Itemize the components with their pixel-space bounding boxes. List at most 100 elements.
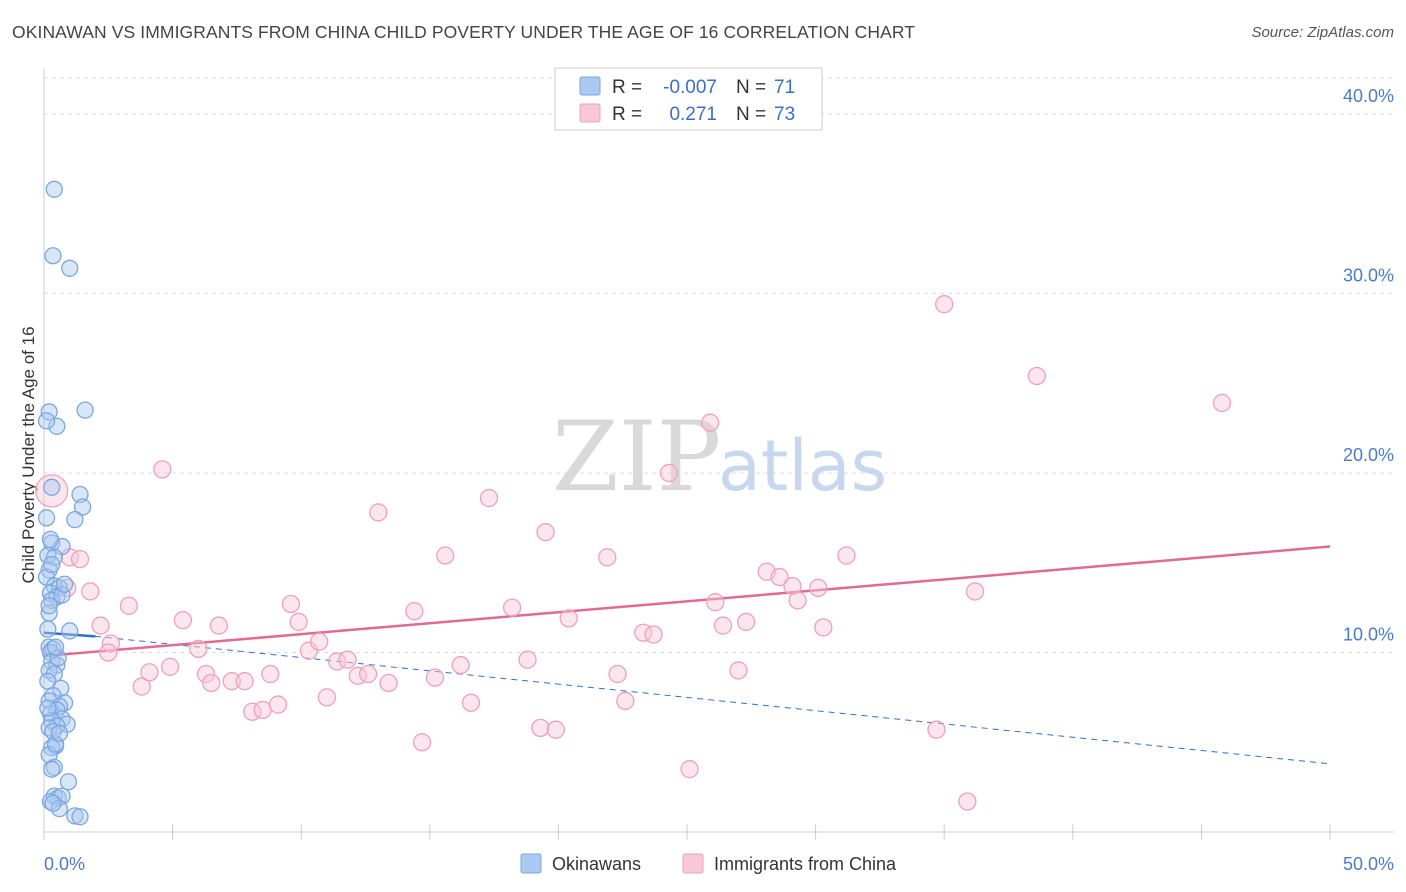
point-china-10 xyxy=(140,663,159,682)
point-china-15 xyxy=(196,664,216,684)
point-okinawan-61 xyxy=(39,699,57,717)
point-china-35 xyxy=(405,602,424,621)
point-okinawan-56 xyxy=(41,792,60,811)
point-okinawan-9 xyxy=(73,498,92,516)
legend-r-value-china: 0.271 xyxy=(669,104,717,125)
point-china-25 xyxy=(289,612,308,632)
point-okinawan-2 xyxy=(61,259,79,277)
point-china-21 xyxy=(253,700,272,720)
point-china-38 xyxy=(436,546,455,565)
grid-lines xyxy=(44,77,1394,653)
y-tick-label-10: 10.0% xyxy=(1343,624,1394,644)
y-tick-label-40: 40.0% xyxy=(1343,86,1394,106)
point-china-13 xyxy=(173,611,193,630)
point-china-72 xyxy=(1212,393,1232,413)
legend-r-label-okinawan: R = xyxy=(612,77,642,98)
point-china-27 xyxy=(310,632,329,651)
trend-lines xyxy=(43,545,1331,765)
point-china-37 xyxy=(425,668,445,687)
y-axis-label: Child Poverty Under the Age of 16 xyxy=(19,326,38,583)
point-china-40 xyxy=(461,693,481,712)
point-china-4 xyxy=(81,582,100,601)
point-china-59 xyxy=(737,612,756,632)
point-china-32 xyxy=(358,664,378,684)
point-china-67 xyxy=(927,720,946,739)
point-okinawan-8 xyxy=(71,485,89,504)
point-china-39 xyxy=(451,655,470,675)
point-china-18 xyxy=(222,672,241,691)
legend-n-label-okinawan: N = xyxy=(736,77,766,98)
point-okinawan-65 xyxy=(53,586,71,604)
point-okinawan-64 xyxy=(43,555,61,574)
point-china-70 xyxy=(965,582,985,601)
point-china-58 xyxy=(729,661,748,680)
point-china-30 xyxy=(338,650,357,669)
point-china-61 xyxy=(770,567,789,587)
point-okinawan-6 xyxy=(37,412,56,430)
point-china-49 xyxy=(608,664,627,684)
point-okinawan-52 xyxy=(59,773,78,791)
point-china-9 xyxy=(132,677,151,696)
point-china-55 xyxy=(700,413,720,432)
point-china-62 xyxy=(783,576,802,596)
point-china-23 xyxy=(268,695,288,714)
point-china-46 xyxy=(546,720,565,739)
legend-swatch-china xyxy=(579,103,601,123)
chart-title: OKINAWAN VS IMMIGRANTS FROM CHINA CHILD … xyxy=(12,22,916,42)
point-china-22 xyxy=(261,664,280,684)
point-okinawan-25 xyxy=(39,620,57,638)
point-china-43 xyxy=(518,650,537,669)
point-okinawan-58 xyxy=(66,807,84,825)
point-china-5 xyxy=(91,616,110,635)
point-okinawan-60 xyxy=(46,735,65,753)
bottom-legend-label-okinawan: Okinawans xyxy=(552,854,641,874)
point-china-34 xyxy=(379,673,398,693)
point-china-66 xyxy=(837,546,856,565)
point-okinawan-4 xyxy=(48,417,66,435)
y-axis-tick-labels: 10.0% 20.0% 30.0% 40.0% xyxy=(1343,86,1394,645)
watermark-atlas: atlas xyxy=(718,425,887,507)
x-axis-tick-marks xyxy=(43,824,1331,840)
point-china-36 xyxy=(412,733,432,752)
trend-china xyxy=(43,545,1331,658)
point-china-17 xyxy=(209,616,229,635)
series-china-points xyxy=(35,295,1232,811)
point-okinawan-69 xyxy=(55,575,74,593)
point-china-47 xyxy=(559,609,578,628)
point-china-14 xyxy=(189,639,208,659)
point-china-12 xyxy=(160,657,180,676)
legend-r-value-okinawan: -0.007 xyxy=(663,77,717,98)
point-china-71 xyxy=(1027,366,1046,386)
chart-source: Source: ZipAtlas.com xyxy=(1251,24,1394,41)
legend-swatch-okinawan xyxy=(579,76,601,96)
point-okinawan-0 xyxy=(45,180,63,198)
point-okinawan-7 xyxy=(43,478,61,496)
point-china-53 xyxy=(659,463,679,483)
point-okinawan-70 xyxy=(41,530,60,549)
point-okinawan-1 xyxy=(44,247,62,265)
bottom-legend-label-china: Immigrants from China xyxy=(714,854,897,874)
point-china-45 xyxy=(536,523,555,542)
point-china-64 xyxy=(809,578,828,597)
point-china-28 xyxy=(317,688,337,707)
point-china-24 xyxy=(281,594,301,614)
point-okinawan-68 xyxy=(44,794,62,812)
x-tick-label-min: 0.0% xyxy=(44,854,85,874)
watermark-zip: ZIP xyxy=(552,401,721,513)
point-okinawan-10 xyxy=(37,509,56,527)
trend-okinawan-solid xyxy=(43,631,96,638)
point-china-0 xyxy=(35,474,69,508)
legend-n-value-okinawan: 71 xyxy=(774,77,795,98)
point-okinawan-32 xyxy=(45,665,63,683)
bottom-legend-swatch-china xyxy=(682,853,704,874)
point-china-56 xyxy=(706,593,725,612)
y-tick-label-20: 20.0% xyxy=(1343,445,1394,465)
point-china-2 xyxy=(70,549,90,569)
stats-legend: R = -0.007 N = 71 R = 0.271 N = 73 xyxy=(554,67,823,131)
point-okinawan-67 xyxy=(50,724,69,742)
y-tick-label-30: 30.0% xyxy=(1343,265,1394,285)
point-china-57 xyxy=(713,616,733,635)
point-china-50 xyxy=(616,691,635,711)
legend-r-label-china: R = xyxy=(612,104,642,125)
